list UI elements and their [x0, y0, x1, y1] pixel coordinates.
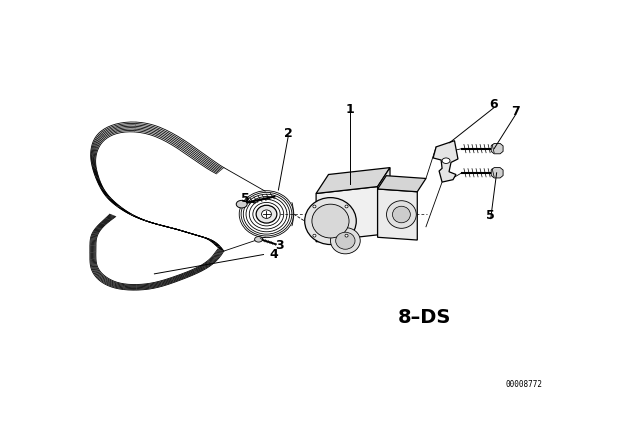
Polygon shape: [491, 168, 503, 178]
Ellipse shape: [305, 198, 356, 245]
Text: 8–DS: 8–DS: [398, 308, 451, 327]
Ellipse shape: [387, 201, 416, 228]
Text: 4: 4: [269, 248, 278, 261]
Polygon shape: [433, 141, 458, 182]
Polygon shape: [378, 168, 390, 235]
Text: 1: 1: [346, 103, 355, 116]
Polygon shape: [316, 186, 378, 242]
Text: 3: 3: [275, 239, 284, 252]
Polygon shape: [378, 176, 426, 192]
Ellipse shape: [345, 234, 348, 237]
Circle shape: [442, 158, 450, 164]
Text: 6: 6: [490, 98, 498, 111]
Ellipse shape: [313, 234, 316, 237]
Ellipse shape: [345, 205, 348, 208]
Text: 7: 7: [511, 105, 520, 118]
Text: 5: 5: [241, 192, 250, 205]
Ellipse shape: [256, 205, 277, 223]
Ellipse shape: [262, 210, 271, 218]
Ellipse shape: [312, 204, 349, 238]
Polygon shape: [316, 168, 390, 194]
Ellipse shape: [255, 237, 262, 242]
Ellipse shape: [236, 200, 247, 208]
Ellipse shape: [313, 205, 316, 208]
Polygon shape: [378, 189, 417, 240]
Text: 2: 2: [284, 127, 292, 140]
Ellipse shape: [336, 232, 355, 249]
Polygon shape: [491, 143, 503, 154]
Ellipse shape: [330, 228, 360, 254]
Text: 00008772: 00008772: [506, 380, 543, 389]
Ellipse shape: [392, 206, 410, 223]
Text: 5: 5: [486, 209, 495, 222]
